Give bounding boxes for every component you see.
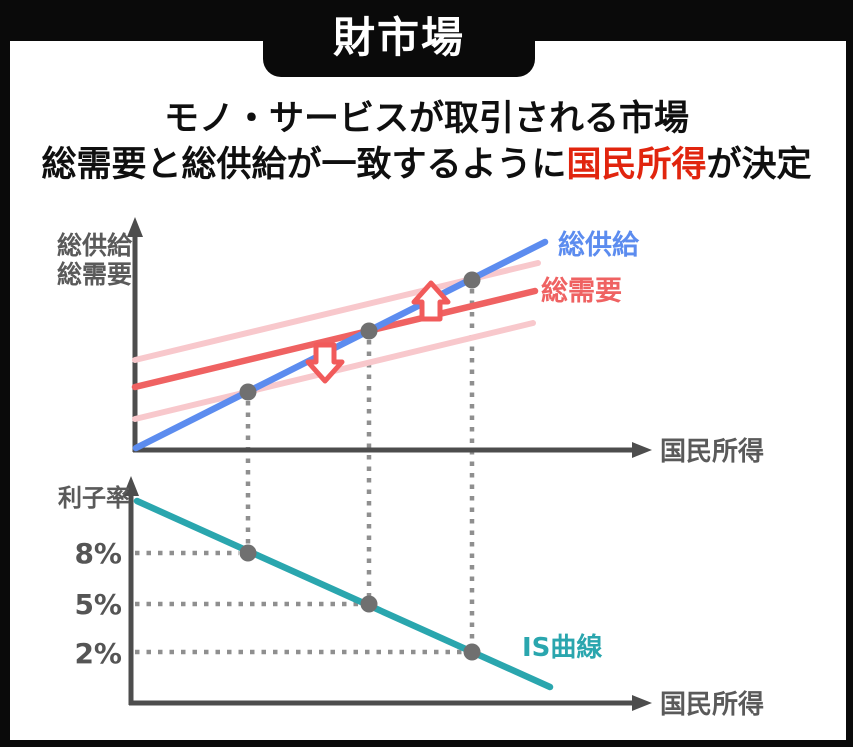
supply-line-label: 総供給 bbox=[558, 229, 640, 261]
goods-equilibrium-dot-high bbox=[463, 271, 481, 289]
demand-shift-down-arrow-icon bbox=[305, 342, 345, 384]
goods-x-axis-label: 国民所得 bbox=[660, 437, 764, 467]
is-point-5pct bbox=[360, 595, 378, 613]
is-y-axis-arrow-icon bbox=[123, 476, 139, 496]
is-y-axis-label: 利子率 bbox=[58, 484, 130, 512]
is-curve-chart: 利子率 8% 5% 2% IS曲線 国民所得 bbox=[58, 476, 764, 720]
rate-guide-lines bbox=[135, 550, 463, 655]
is-point-8pct bbox=[239, 544, 257, 562]
highlight-kokumin-shotoku: 国民所得 bbox=[566, 145, 707, 185]
is-curve-line bbox=[133, 497, 554, 691]
charts-canvas: 総供給 総需要 総供給 総需要 国民所得 bbox=[57, 217, 764, 720]
subtitle-line2: 総需要と総供給が一致するように国民所得が決定 bbox=[41, 145, 812, 185]
goods-y-axis-arrow-icon bbox=[127, 217, 143, 237]
is-x-axis-arrow-icon bbox=[632, 695, 652, 711]
is-x-axis-label: 国民所得 bbox=[660, 690, 764, 720]
goods-market-chart: 総供給 総需要 総供給 総需要 国民所得 bbox=[57, 217, 764, 467]
goods-y-axis-label: 総供給 総需要 bbox=[57, 231, 141, 289]
title-banner: 財市場 bbox=[263, 0, 535, 77]
content-area bbox=[10, 41, 846, 740]
demand-line-label: 総需要 bbox=[541, 275, 622, 307]
demand-shift-up-arrow-icon bbox=[411, 280, 451, 322]
goods-x-axis-arrow-icon bbox=[632, 442, 652, 458]
tick-5pct: 5% bbox=[74, 588, 122, 621]
subtitle-line1: モノ・サービスが取引される市場 bbox=[163, 99, 689, 139]
aggregate-demand-line bbox=[131, 287, 539, 391]
goods-equilibrium-dot-mid bbox=[360, 322, 378, 340]
equilibrium-connector-lines bbox=[245, 289, 475, 645]
tick-2pct: 2% bbox=[74, 637, 122, 670]
subtitle-block: モノ・サービスが取引される市場 総需要と総供給が一致するように国民所得が決定 bbox=[0, 96, 853, 188]
is-curve-label: IS曲線 bbox=[522, 632, 602, 663]
goods-equilibrium-dot-low bbox=[239, 383, 257, 401]
is-point-2pct bbox=[463, 643, 481, 661]
page-title: 財市場 bbox=[332, 13, 465, 62]
tick-8pct: 8% bbox=[74, 537, 122, 570]
